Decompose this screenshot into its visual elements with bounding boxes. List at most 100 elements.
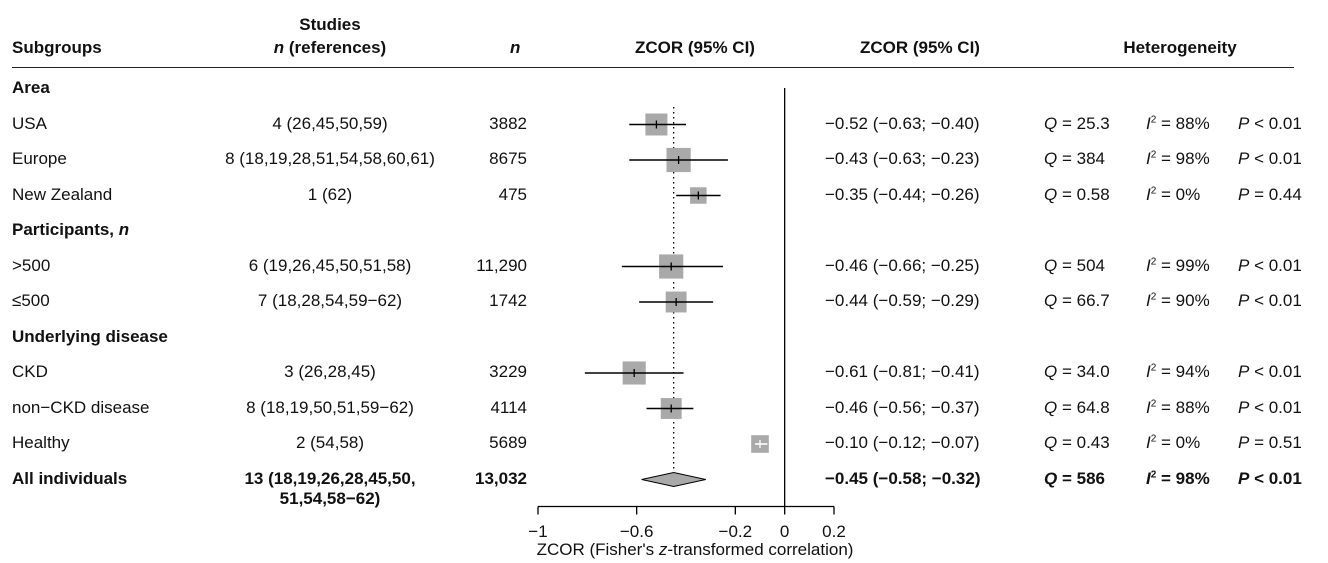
row-het-p: P < 0.01: [1238, 362, 1302, 382]
row-ci: −0.10 (−0.12; −0.07): [825, 433, 980, 452]
het-p-value: < 0.01: [1254, 362, 1302, 381]
row-ci: −0.43 (−0.63; −0.23): [825, 149, 980, 168]
row-studies: 3 (26,28,45): [284, 362, 376, 381]
row-n: 3882: [489, 113, 527, 133]
row-label: >500: [12, 255, 51, 275]
het-q-value: 0.43: [1076, 433, 1110, 452]
het-p-symbol: P: [1238, 255, 1250, 275]
het-i-sup: 2: [1150, 149, 1157, 161]
row-ci: −0.61 (−0.81; −0.41): [825, 362, 980, 381]
row-ci: −0.46 (−0.66; −0.25): [825, 255, 980, 275]
het-p-value: = 0.44: [1254, 184, 1302, 204]
row-label: All individuals: [12, 468, 128, 488]
het-i-sup: 2: [1150, 291, 1157, 303]
het-i-sup: 2: [1150, 362, 1157, 374]
x-axis-label-post: -transformed correlation): [667, 540, 854, 559]
row-het-i2: I2 = 98%: [1146, 149, 1210, 169]
row-ci: −0.46 (−0.56; −0.37): [825, 397, 980, 417]
het-q-eq: =: [1057, 433, 1077, 452]
row-label: Europe: [12, 149, 67, 168]
het-i-value: 98%: [1175, 468, 1210, 488]
het-i-value: 99%: [1175, 255, 1210, 275]
row-ci: −0.35 (−0.44; −0.26): [825, 184, 980, 204]
het-i-eq: =: [1156, 149, 1176, 168]
het-i-eq: =: [1156, 433, 1176, 452]
het-q-value: 504: [1076, 255, 1105, 275]
het-q-eq: =: [1057, 291, 1077, 310]
het-i-symbol: I: [1146, 184, 1151, 204]
row-het-q: Q = 0.43: [1044, 433, 1110, 453]
x-axis-label: ZCOR (Fisher's z-transformed correlation…: [430, 540, 960, 560]
row-het-i2: I2 = 90%: [1146, 291, 1210, 311]
x-axis-label-pre: ZCOR (Fisher's: [536, 540, 659, 559]
row-ci: −0.45 (−0.58; −0.32): [825, 468, 981, 488]
het-p-value: < 0.01: [1254, 255, 1302, 275]
row-studies: 6 (19,26,45,50,51,58): [248, 255, 412, 275]
section-heading-italic: n: [118, 220, 130, 239]
het-p-symbol: P: [1238, 184, 1250, 204]
row-het-p: P < 0.01: [1238, 291, 1302, 311]
row-label: non−CKD disease: [12, 397, 150, 417]
het-i-value: 94%: [1175, 362, 1210, 381]
row-het-q: Q = 66.7: [1044, 291, 1110, 311]
het-q-eq: =: [1057, 397, 1077, 417]
row-het-q: Q = 586: [1044, 469, 1105, 489]
het-i-sup: 2: [1150, 397, 1157, 409]
row-studies: 13 (18,19,26,28,45,50,: [244, 468, 416, 488]
het-p-symbol: P: [1238, 397, 1250, 417]
het-q-value: 64.8: [1076, 397, 1110, 417]
header-studies-line2: n (references): [230, 38, 430, 58]
x-axis-tick-label: 0.2: [822, 521, 846, 541]
row-het-p: P < 0.01: [1238, 256, 1302, 276]
row-n: 3229: [489, 362, 527, 381]
het-q-value: 34.0: [1076, 362, 1110, 381]
het-i-symbol: I: [1146, 113, 1151, 133]
het-q-symbol: Q: [1044, 291, 1058, 310]
het-i-symbol: I: [1146, 362, 1151, 381]
row-studies: 1 (62): [307, 184, 353, 204]
het-i-value: 88%: [1175, 113, 1210, 133]
het-i-sup: 2: [1150, 184, 1157, 196]
row-het-i2: I2 = 99%: [1146, 256, 1210, 276]
header-n: n: [510, 38, 521, 57]
header-heterogeneity: Heterogeneity: [1123, 38, 1237, 57]
het-p-symbol: P: [1238, 291, 1250, 310]
het-q-value: 586: [1076, 468, 1105, 488]
het-i-symbol: I: [1146, 255, 1151, 275]
het-p-value: < 0.01: [1254, 149, 1302, 168]
het-i-sup: 2: [1150, 255, 1157, 267]
het-q-value: 66.7: [1076, 291, 1110, 310]
row-het-i2: I2 = 88%: [1146, 114, 1210, 134]
het-q-eq: =: [1057, 468, 1077, 488]
het-i-sup: 2: [1150, 433, 1157, 445]
row-label: CKD: [12, 362, 48, 381]
het-i-symbol: I: [1146, 468, 1151, 488]
het-q-value: 0.58: [1076, 184, 1110, 204]
het-q-eq: =: [1057, 149, 1077, 168]
row-label: Healthy: [12, 433, 70, 452]
het-i-eq: =: [1156, 255, 1176, 275]
het-i-symbol: I: [1146, 433, 1151, 452]
het-i-value: 0%: [1175, 184, 1201, 204]
het-q-symbol: Q: [1044, 433, 1058, 452]
section-heading: Participants, n: [12, 220, 129, 240]
row-het-p: P < 0.01: [1238, 114, 1302, 134]
row-het-p: P < 0.01: [1238, 398, 1302, 418]
section-heading: Underlying disease: [12, 327, 168, 347]
header-studies-refs: (references): [288, 38, 387, 57]
row-label: USA: [12, 113, 47, 133]
het-q-value: 25.3: [1076, 113, 1110, 133]
row-het-q: Q = 64.8: [1044, 398, 1110, 418]
het-q-symbol: Q: [1044, 468, 1058, 488]
row-label: ≤500: [12, 291, 50, 310]
row-het-i2: I2 = 94%: [1146, 362, 1210, 382]
header-rule: [12, 67, 1294, 68]
x-axis-tick-label: −1: [528, 521, 548, 541]
header-studies-n: n: [273, 38, 285, 57]
row-studies: 7 (18,28,54,59−62): [257, 291, 403, 310]
row-ci: −0.52 (−0.63; −0.40): [825, 113, 980, 133]
het-i-eq: =: [1156, 291, 1176, 310]
row-n: 13,032: [475, 468, 527, 488]
row-n: 11,290: [476, 255, 527, 275]
